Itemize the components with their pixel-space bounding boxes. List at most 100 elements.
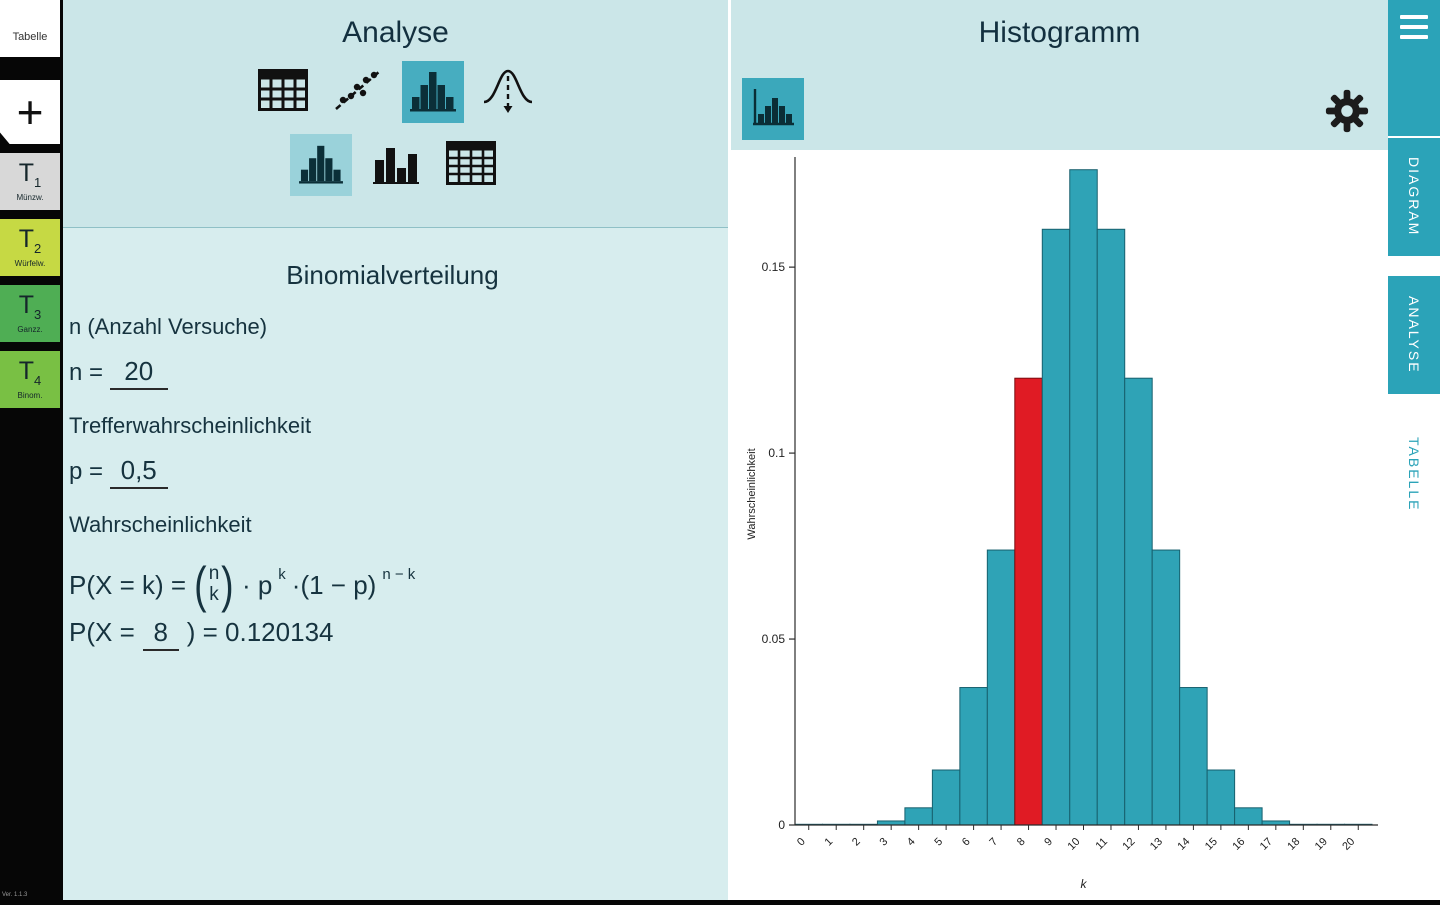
histogram-bar[interactable] — [1124, 377, 1153, 826]
histogram-bar[interactable] — [876, 820, 906, 826]
analyse-header: Analyse — [63, 0, 728, 228]
sidebar-tab-t2[interactable]: T2 Würfelw. — [0, 219, 60, 276]
table-sidebar: Tabelle + T1 Münzw. T2 Würfelw. T3 Ganzz… — [0, 0, 63, 900]
formula-exp-k: k — [278, 565, 286, 583]
histogram-bar[interactable] — [1096, 228, 1126, 826]
k-input[interactable]: 8 — [142, 617, 179, 651]
svg-text:0.15: 0.15 — [762, 260, 786, 274]
histogram-bar[interactable] — [1151, 549, 1181, 826]
histogram-bar[interactable] — [1206, 769, 1236, 826]
svg-text:14: 14 — [1175, 836, 1192, 853]
svg-text:11: 11 — [1094, 836, 1111, 853]
svg-text:0: 0 — [778, 818, 785, 832]
tab-sublabel: Münzw. — [16, 193, 44, 202]
version-label: Ver. 1.1.3 — [2, 892, 28, 898]
svg-text:5: 5 — [932, 836, 945, 849]
tab-analyse[interactable]: ANALYSE — [1388, 276, 1440, 394]
panel-divider — [728, 0, 731, 900]
formula-dot-p: · p — [241, 569, 273, 600]
histogram-icon — [750, 86, 796, 133]
svg-text:17: 17 — [1258, 836, 1275, 853]
svg-text:9: 9 — [1042, 836, 1055, 849]
p-prefix: p = — [69, 458, 104, 485]
histogram-icon — [298, 142, 343, 189]
histogram-bar[interactable] — [1179, 687, 1208, 826]
svg-text:10: 10 — [1065, 836, 1082, 853]
sidebar-tab-t3[interactable]: T3 Ganzz. — [0, 285, 60, 342]
histogram-view-button[interactable] — [742, 78, 804, 140]
svg-text:7: 7 — [987, 836, 1000, 849]
right-tab-bar: DIAGRAM ANALYSE TABELLE — [1388, 0, 1440, 900]
histogram-bar[interactable] — [959, 687, 988, 826]
svg-text:8: 8 — [1015, 836, 1028, 849]
histogram-bar[interactable] — [1234, 807, 1263, 826]
add-table-button[interactable]: + — [0, 80, 60, 144]
table-subtype-button[interactable] — [440, 134, 502, 196]
svg-text:20: 20 — [1340, 836, 1357, 853]
histogram-bar[interactable] — [1261, 820, 1291, 826]
p-input[interactable]: 0,5 — [109, 455, 168, 489]
svg-text:6: 6 — [960, 836, 973, 849]
sidebar-tab-t1[interactable]: T1 Münzw. — [0, 153, 60, 210]
histogram-chart: 00.050.10.150 1 2 3 4 5 6 7 8 9 10 11 12 13 14 15 16 17 18… — [746, 157, 1378, 891]
bar-chart-subtype-button[interactable] — [365, 134, 427, 196]
formula-exp-nk: n − k — [382, 565, 416, 583]
histogram-bar[interactable] — [1041, 228, 1071, 826]
diagram-header: Histogramm — [731, 0, 1388, 150]
histogram-bar[interactable] — [1069, 169, 1098, 826]
sidebar-tab-t4[interactable]: T4 Binom. — [0, 351, 60, 408]
histogram-analysis-button[interactable] — [402, 61, 464, 123]
scatter-analysis-button[interactable] — [327, 61, 389, 123]
n-label: n (Anzahl Versuche) — [69, 314, 268, 339]
formula-lhs: P(X = k) = — [69, 569, 187, 600]
gear-icon — [1324, 89, 1370, 138]
p-label: Trefferwahrscheinlichkeit — [69, 413, 312, 438]
bar-chart-icon — [372, 142, 419, 189]
normal-curve-analysis-button[interactable] — [477, 61, 539, 123]
diagram-panel: Histogramm — [731, 0, 1388, 900]
tab-tabelle[interactable]: TABELLE — [1388, 414, 1440, 535]
histogram-bar[interactable] — [986, 549, 1016, 826]
svg-text:0.1: 0.1 — [768, 446, 785, 460]
histogram-subtype-toolbar — [63, 134, 728, 196]
svg-text:15: 15 — [1203, 836, 1220, 853]
settings-button[interactable] — [1324, 88, 1370, 134]
histogram-bar[interactable] — [1014, 377, 1043, 826]
svg-text:3: 3 — [877, 836, 890, 849]
table-icon — [258, 68, 308, 116]
diagram-title: Histogramm — [978, 16, 1141, 49]
histogram-icon — [410, 68, 456, 117]
plus-icon: + — [16, 86, 44, 138]
n-prefix: n = — [69, 359, 104, 386]
tab-title: T2 — [18, 225, 42, 256]
histogram-bar[interactable] — [931, 769, 961, 826]
tab-title: T3 — [18, 291, 42, 322]
analysis-type-toolbar — [63, 61, 728, 123]
histogram-subtype-button[interactable] — [289, 134, 352, 196]
svg-text:Wahrscheinlichkeit: Wahrscheinlichkeit — [746, 448, 758, 539]
histogram-chart-area: 0 0.05 0.1 0.15 0 1 2 3 4 5 6 7 8 9 10 11 12 13 14 15 16 17 18… — [731, 150, 1388, 900]
formula-one-minus-p: ·(1 − p) — [291, 569, 377, 600]
histogram-bar[interactable] — [904, 807, 933, 826]
svg-text:13: 13 — [1148, 836, 1165, 853]
binomial-coefficient: ( n k ) — [194, 557, 234, 613]
svg-text:16: 16 — [1230, 836, 1247, 853]
probability-label: Wahrscheinlichkeit — [69, 512, 252, 537]
table-grid-icon — [445, 140, 496, 190]
tab-sublabel: Würfelw. — [14, 259, 46, 268]
svg-text:2: 2 — [850, 836, 863, 849]
n-row: n = 20 — [67, 356, 718, 390]
analyse-title: Analyse — [342, 16, 449, 49]
table-analysis-button[interactable] — [252, 61, 314, 123]
result-value: ) = 0.120134 — [186, 616, 334, 647]
svg-text:k: k — [1081, 877, 1088, 891]
tab-sublabel: Binom. — [17, 391, 43, 400]
sidebar-header-label: Tabelle — [0, 0, 60, 57]
scatter-plot-icon — [333, 67, 383, 118]
menu-button[interactable] — [1388, 0, 1440, 138]
svg-text:1: 1 — [823, 836, 836, 849]
n-input[interactable]: 20 — [109, 356, 168, 390]
result-prefix: P(X = — [69, 616, 135, 647]
tab-diagram[interactable]: DIAGRAM — [1388, 138, 1440, 256]
analyse-content: Binomialverteilung n (Anzahl Versuche) n… — [63, 260, 728, 651]
